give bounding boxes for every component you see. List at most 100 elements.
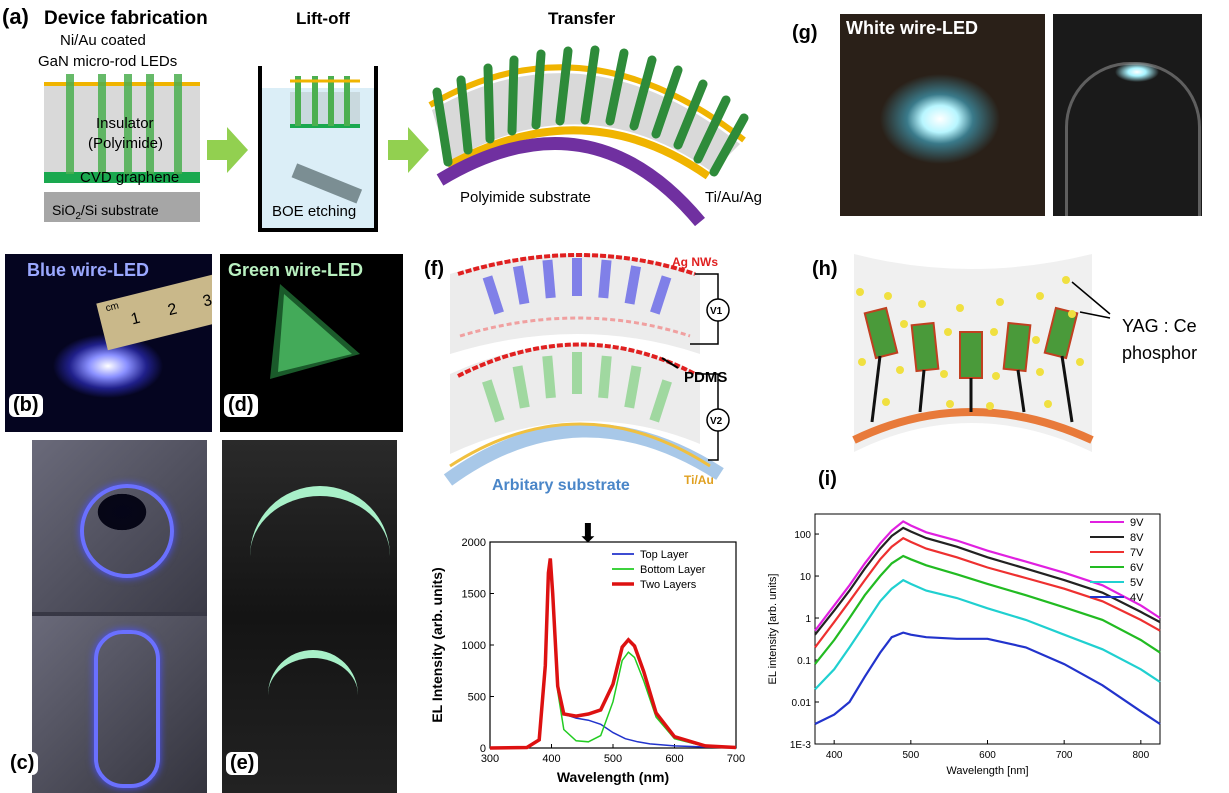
panel-a-label: (a) [2, 4, 29, 29]
substrate-layer [44, 192, 200, 222]
arrow-1-icon [207, 127, 248, 173]
green-arc-2 [268, 650, 358, 778]
panel-h-schematic: YAG : Ce phosphor [852, 254, 1197, 452]
y-axis-label: EL Intensity (arb. units) [429, 567, 445, 722]
lifted-film [290, 76, 360, 128]
curved-gold-bottom [446, 126, 711, 180]
y-tick-label: 0.1 [797, 656, 811, 667]
ag-nw-top-1 [457, 253, 696, 276]
y-tick-label: 100 [794, 530, 811, 541]
x-axis-label: Wavelength [nm] [946, 765, 1028, 777]
x-tick-label: 500 [902, 750, 919, 761]
blue-bent-photo [32, 440, 207, 793]
panel-h-label: (h) [812, 258, 838, 280]
legend-label: 6V [1130, 562, 1144, 574]
ruler-unit: cm [104, 300, 121, 315]
plot-frame [814, 513, 1161, 745]
ag-nw-top-2 [457, 342, 696, 378]
substrate-label: SiO2/Si substrate [52, 202, 159, 222]
white-led-photo-flat: White wire-LED [840, 14, 1045, 216]
v2-meter [706, 408, 730, 432]
x-tick-label: 600 [665, 753, 683, 765]
curved-purple-substrate [436, 137, 705, 227]
micro-rod-group [66, 74, 182, 174]
white-led-title: White wire-LED [846, 18, 979, 38]
ruler-tick-2: 2 [166, 300, 179, 320]
ag-nw-bottom-1 [459, 316, 691, 338]
ruler-tick-1: 1 [129, 309, 143, 329]
panel-c-label: (c) [6, 752, 39, 775]
y-tick-label: 0 [480, 743, 486, 755]
substrate-f-label: Arbitary substrate [492, 477, 630, 494]
green-arc-1 [250, 486, 390, 616]
legend-label: Two Layers [640, 579, 697, 591]
insulator-label: Insulator [96, 115, 154, 132]
ruler: cm 1 2 3 [96, 269, 212, 351]
down-arrow-icon: ⬇ [577, 518, 599, 548]
series-line-4v [814, 631, 1161, 725]
bent-film [1065, 62, 1201, 216]
pi-substrate-label: Polyimide substrate [460, 189, 591, 206]
x-tick-label: 700 [727, 753, 745, 765]
legend-label: 7V [1130, 547, 1144, 559]
panel-i-label: (i) [818, 468, 837, 490]
panel-a-schematic: (a) Device fabrication Lift-off Transfer… [2, 4, 762, 232]
panel-b-label: (b) [9, 394, 43, 417]
green-bent-photo [222, 440, 397, 793]
chart-el-spectrum: 300 400 500 600 700 0 500 1000 1500 2000 Top Layer… [429, 537, 745, 785]
step3-title: Transfer [548, 9, 615, 28]
panel-e-label: (e) [226, 752, 259, 775]
phosphor-label-2: phosphor [1122, 343, 1197, 363]
blue-led-photo: Blue wire-LED cm 1 2 3 (b) [5, 254, 212, 432]
series-line-7v [814, 536, 1161, 649]
tiau-label: Ti/Au [684, 473, 714, 487]
legend-label: 4V [1130, 592, 1144, 604]
x-tick-label: 400 [542, 753, 560, 765]
step1-title: Device fabrication [44, 8, 208, 29]
v2-label: V2 [710, 416, 723, 427]
black-wires-h [870, 355, 1074, 423]
y-tick-label: 10 [800, 572, 812, 583]
x-tick-label: 800 [1132, 750, 1149, 761]
legend-label: 8V [1130, 532, 1144, 544]
phosphor-pointer-2 [1079, 311, 1111, 319]
x-tick-label: 600 [979, 750, 996, 761]
tiauag-label: Ti/Au/Ag [705, 189, 762, 206]
green-led-photo: Green wire-LED (d) [220, 254, 403, 432]
graphene-layer [44, 172, 200, 183]
step2-title: Lift-off [296, 9, 350, 28]
blue-rods [482, 258, 672, 315]
y-axis-label: EL intensity [arb. units] [767, 574, 779, 685]
phosphor-pointer-1 [1071, 281, 1111, 315]
y-tick-label: 1 [805, 614, 811, 625]
chart-el-log: 400 500 600 700 800 1E-3 0.01 0.1 1 10 100 9V 8V 7V 6V… [767, 513, 1161, 777]
x-tick-label: 400 [826, 750, 843, 761]
series-line-9v [814, 520, 1161, 632]
series-line-6v [814, 554, 1161, 665]
y-tick-label: 1500 [462, 589, 486, 601]
blue-loop-2 [94, 630, 160, 788]
ti-au-layer [449, 422, 711, 468]
legend-label: 9V [1130, 517, 1144, 529]
v1-label: V1 [710, 306, 723, 317]
legend-label: 5V [1130, 577, 1144, 589]
series-line-two-layers [489, 558, 737, 750]
green-rods-h [863, 306, 1079, 379]
white-led-photo-bent [1053, 14, 1202, 216]
ni-au-label: Ni/Au coated [60, 32, 146, 49]
curved-micro-rods [432, 45, 749, 177]
x-tick-label: 500 [604, 753, 622, 765]
ruler-tick-3: 3 [201, 291, 212, 311]
arrow-2-icon [388, 127, 429, 173]
series-line-8v [814, 526, 1161, 636]
green-rods [482, 352, 672, 423]
blue-loop-1 [80, 484, 174, 578]
green-led-triangle [270, 284, 360, 379]
y-tick-label: 2000 [462, 537, 486, 549]
pdms-pointer [661, 357, 679, 369]
x-axis-label: Wavelength (nm) [557, 769, 669, 785]
curved-gold-top [428, 64, 746, 143]
substrate-piece [291, 163, 363, 204]
ag-nws-label: Ag NWs [672, 255, 718, 269]
cvd-label: CVD graphene [80, 169, 179, 186]
